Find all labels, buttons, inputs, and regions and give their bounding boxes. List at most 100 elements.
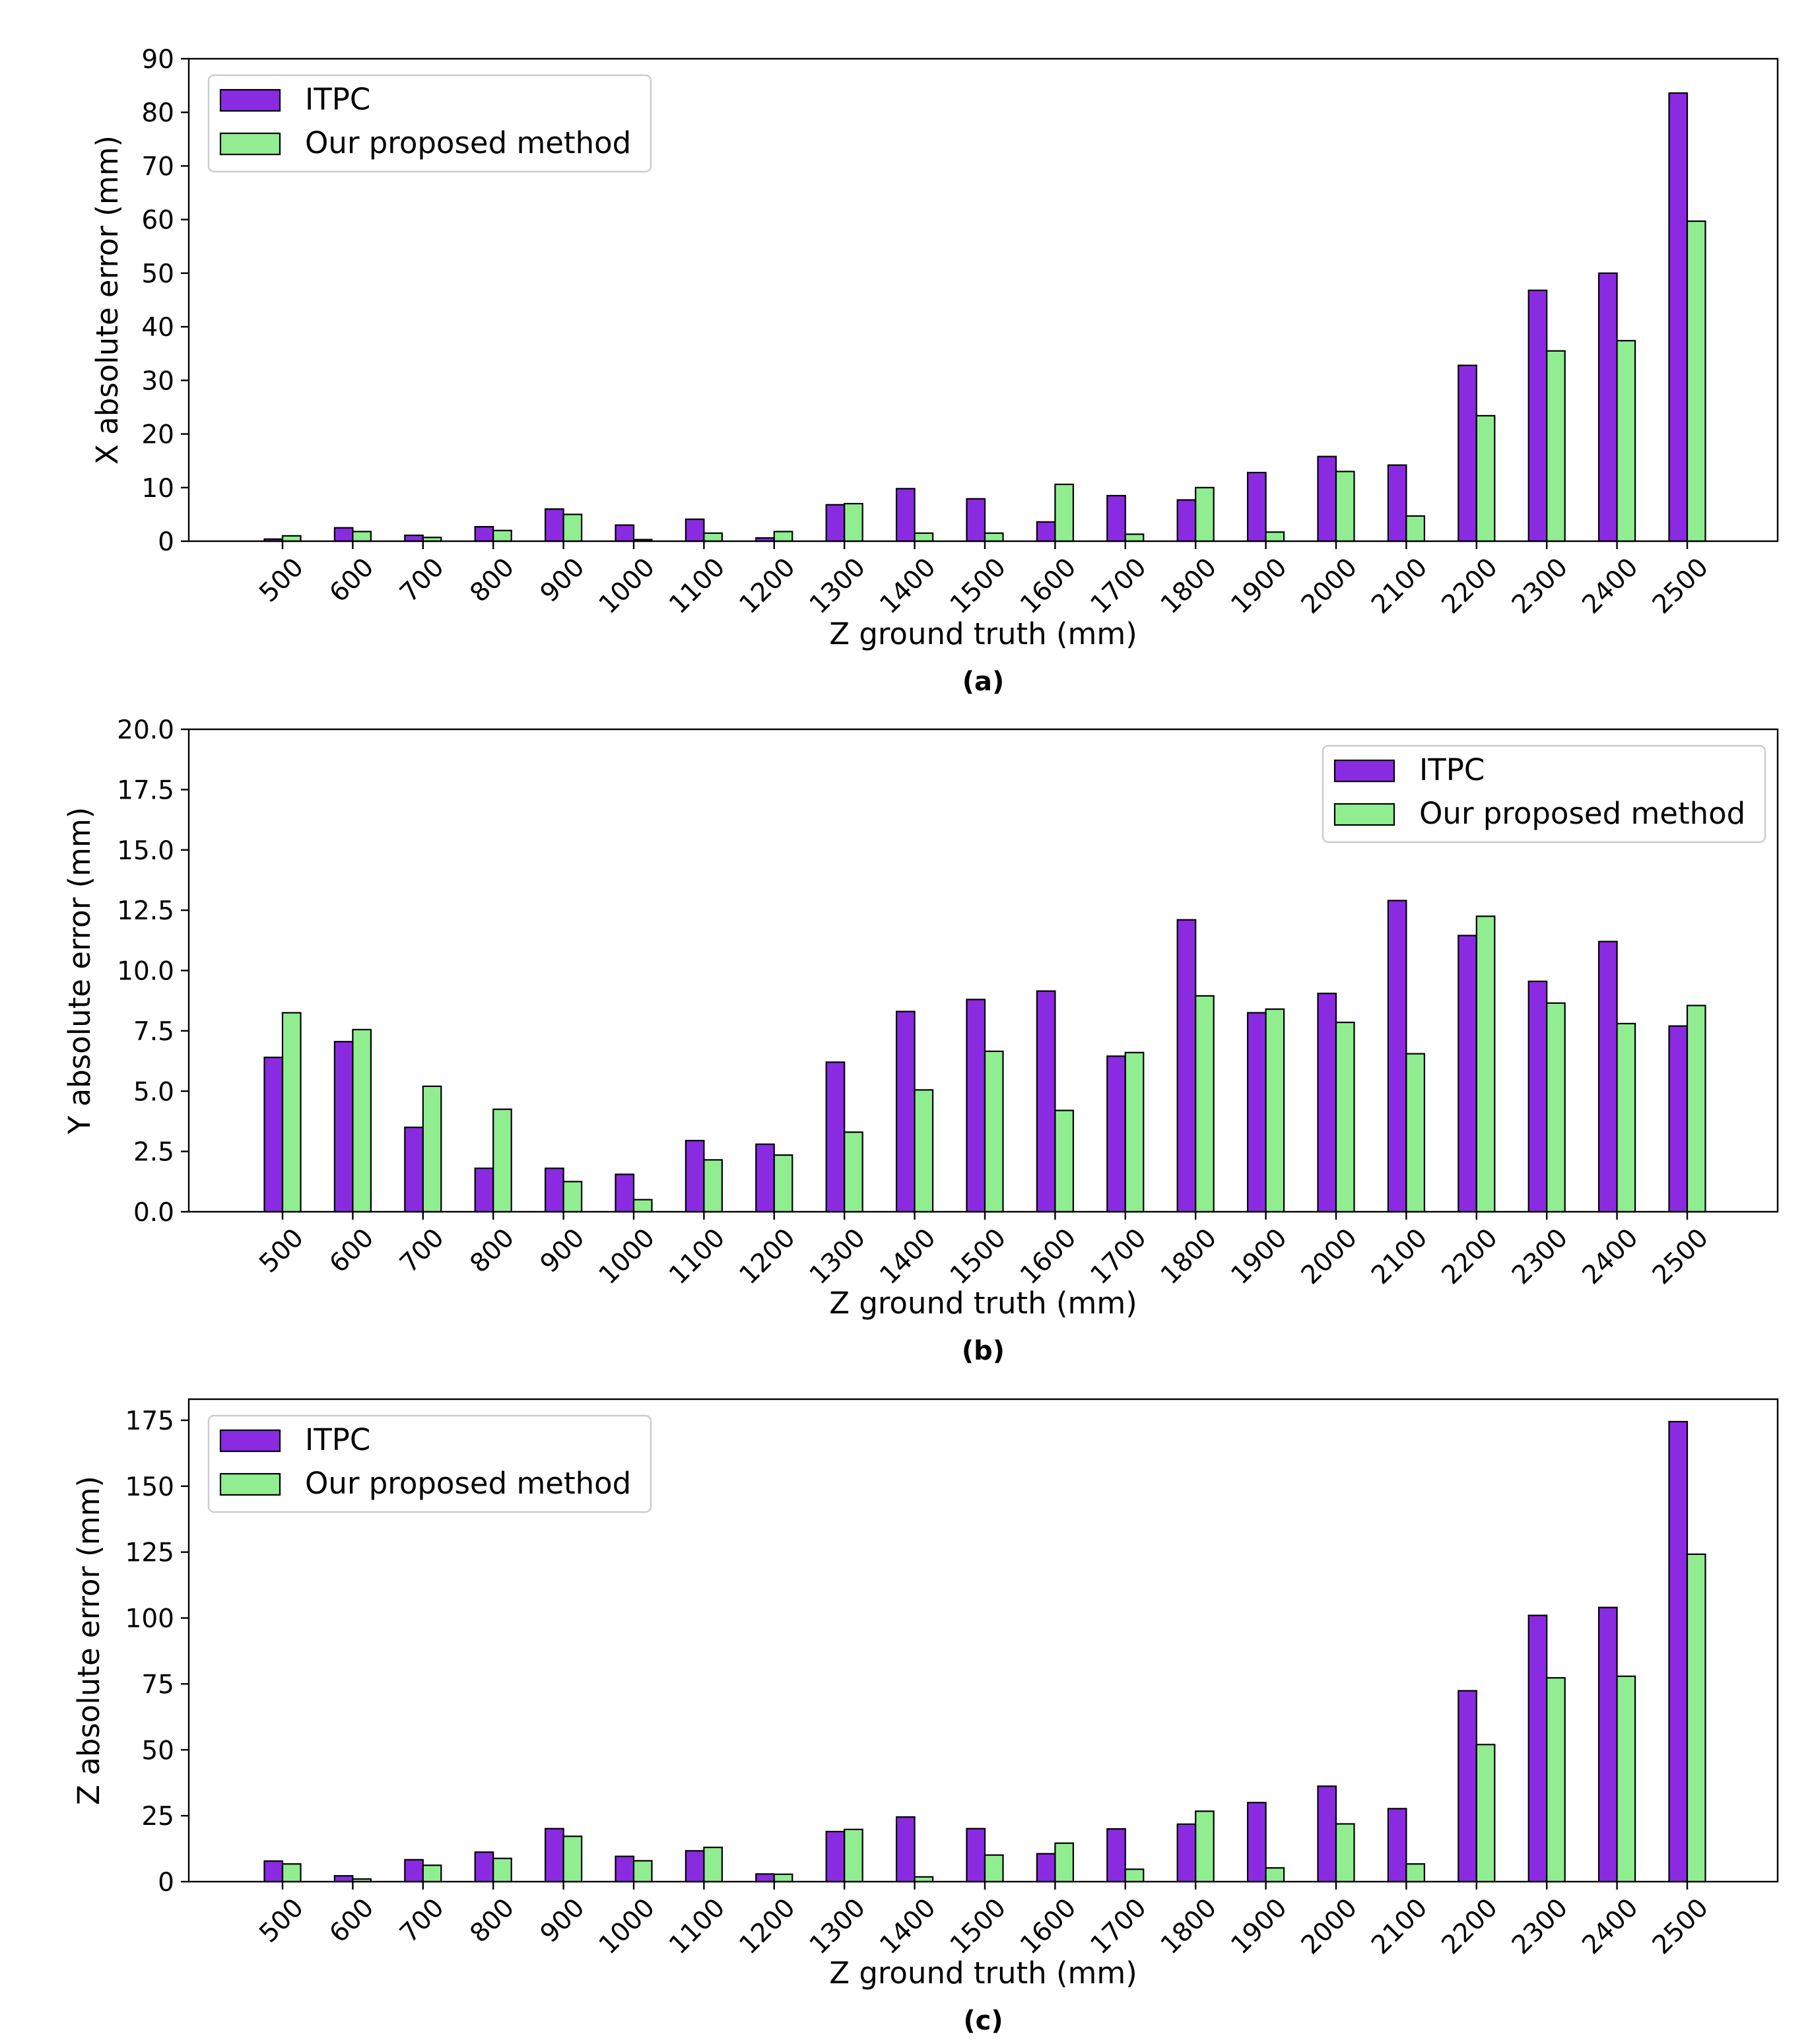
bar-itpc-1500 (966, 498, 986, 543)
bar-itpc-1600 (1036, 1853, 1056, 1883)
x-tick-label: 1700 (1085, 1893, 1153, 1960)
y-tick-label: 175 (125, 1406, 174, 1436)
y-axis-label: Z absolute error (mm) (71, 1476, 106, 1805)
bar-itpc-2400 (1598, 940, 1618, 1213)
x-axis-label: Z ground truth (mm) (829, 1956, 1137, 1991)
bar-proposed-900 (562, 1835, 583, 1883)
bar-proposed-1800 (1195, 995, 1215, 1213)
bar-itpc-1300 (825, 504, 846, 543)
bar-proposed-1800 (1195, 486, 1215, 543)
bar-itpc-1000 (615, 1855, 635, 1883)
y-tick-label: 75 (141, 1670, 174, 1699)
x-tick-label: 500 (253, 1223, 309, 1278)
bar-itpc-1400 (895, 1010, 916, 1213)
y-tick-label: 15.0 (117, 836, 174, 866)
bar-proposed-1200 (773, 1154, 793, 1213)
x-tick-label: 2400 (1576, 552, 1644, 620)
x-tick-label: 2500 (1647, 552, 1714, 620)
x-tick-label: 800 (465, 552, 520, 608)
y-axis-label: Y absolute error (mm) (62, 807, 97, 1135)
bar-proposed-1000 (632, 1199, 653, 1213)
bar-proposed-1900 (1265, 1008, 1285, 1213)
bar-proposed-1600 (1054, 1842, 1075, 1883)
bar-itpc-1800 (1176, 1823, 1197, 1883)
x-tick-label: 1200 (734, 552, 801, 620)
y-tick-label: 90 (141, 45, 174, 75)
bar-proposed-2200 (1475, 414, 1496, 543)
bar-proposed-1800 (1195, 1810, 1215, 1883)
x-tick-label: 2100 (1366, 552, 1433, 620)
bar-itpc-1100 (685, 518, 705, 543)
chart-panel-b: 0.0 2.5 5.0 7.5 10.0 12.5 15.0 17.5 20.0 500 600 70… (62, 715, 1779, 1366)
x-tick-label: 1600 (1015, 1893, 1082, 1960)
bar-proposed-700 (422, 1085, 442, 1213)
y-tick-label: 10 (141, 474, 174, 504)
legend-label-proposed: Our proposed method (1419, 796, 1745, 831)
y-tick-label: 150 (125, 1472, 174, 1502)
bar-proposed-1000 (632, 1860, 653, 1883)
legend-swatch-proposed (1333, 803, 1395, 826)
x-tick-label: 2000 (1296, 552, 1363, 620)
x-tick-label: 1600 (1015, 552, 1082, 620)
bar-itpc-1000 (615, 524, 635, 543)
bar-proposed-1900 (1265, 531, 1285, 543)
y-tick-label: 80 (141, 98, 174, 128)
x-tick-label: 600 (324, 552, 380, 608)
legend-box (207, 1414, 652, 1513)
panel-caption: (a) (962, 667, 1005, 697)
x-tick-label: 1400 (874, 552, 941, 620)
bar-itpc-2300 (1527, 1614, 1548, 1883)
bar-proposed-2400 (1616, 1022, 1636, 1213)
bar-proposed-2500 (1686, 1005, 1706, 1213)
x-tick-label: 900 (535, 1893, 590, 1948)
bar-proposed-1400 (914, 1089, 934, 1213)
bar-itpc-2100 (1387, 900, 1407, 1213)
bar-itpc-2000 (1317, 993, 1337, 1213)
bar-itpc-700 (404, 1126, 424, 1213)
bar-itpc-1800 (1176, 499, 1197, 543)
bar-itpc-1700 (1106, 494, 1126, 543)
bar-itpc-1300 (825, 1061, 846, 1213)
bar-itpc-2200 (1458, 364, 1477, 543)
x-tick-label: 600 (324, 1893, 380, 1948)
bar-itpc-1600 (1036, 990, 1056, 1213)
x-tick-label: 2500 (1647, 1893, 1714, 1960)
y-tick-label: 50 (141, 1736, 174, 1765)
y-tick-label: 125 (125, 1538, 174, 1568)
bar-itpc-600 (333, 1041, 354, 1213)
legend-label-itpc: ITPC (305, 82, 370, 117)
y-tick-label: 20 (141, 420, 174, 450)
bar-proposed-1100 (703, 532, 723, 543)
x-tick-label: 2500 (1647, 1223, 1714, 1290)
x-tick-label: 1600 (1015, 1223, 1082, 1290)
y-tick-label: 100 (125, 1604, 174, 1634)
bar-proposed-2400 (1616, 1675, 1636, 1883)
bar-proposed-2000 (1335, 1021, 1355, 1213)
x-tick-label: 800 (465, 1893, 520, 1948)
bar-itpc-900 (544, 1168, 564, 1213)
bar-itpc-1700 (1106, 1828, 1126, 1883)
bar-proposed-2200 (1475, 915, 1496, 1213)
bar-itpc-2500 (1668, 1025, 1689, 1213)
bar-proposed-500 (281, 535, 302, 543)
bar-proposed-900 (562, 513, 583, 543)
x-tick-label: 500 (253, 1893, 309, 1948)
bar-itpc-2200 (1458, 1690, 1477, 1883)
bar-itpc-2100 (1387, 1808, 1407, 1883)
y-tick-label: 10.0 (117, 957, 174, 987)
legend-swatch-itpc (1333, 759, 1395, 783)
bar-proposed-2000 (1335, 1823, 1355, 1883)
y-tick-label: 20.0 (117, 715, 174, 745)
bar-itpc-2400 (1598, 272, 1618, 543)
x-tick-label: 500 (253, 552, 309, 608)
x-tick-label: 1300 (804, 552, 871, 620)
bar-proposed-2500 (1686, 220, 1706, 543)
x-tick-label: 1800 (1155, 552, 1223, 620)
bar-proposed-700 (422, 1864, 442, 1883)
bar-proposed-600 (352, 531, 372, 543)
y-tick-label: 70 (141, 152, 174, 181)
bar-proposed-2100 (1405, 1863, 1425, 1883)
y-tick-label: 50 (141, 259, 174, 289)
bar-proposed-900 (562, 1181, 583, 1213)
x-tick-label: 1700 (1085, 552, 1153, 620)
